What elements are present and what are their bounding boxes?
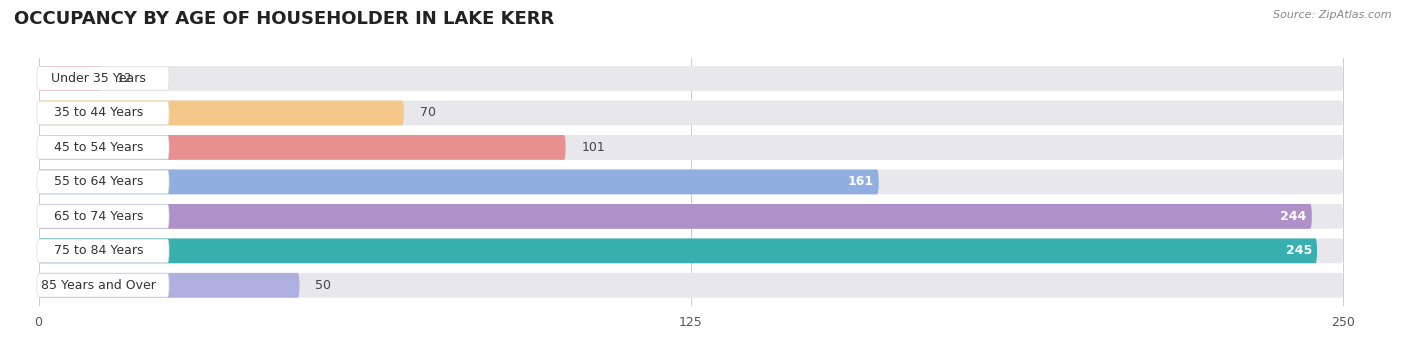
- FancyBboxPatch shape: [37, 170, 169, 193]
- Text: 12: 12: [117, 72, 132, 85]
- FancyBboxPatch shape: [38, 135, 565, 160]
- FancyBboxPatch shape: [38, 204, 1312, 229]
- FancyBboxPatch shape: [38, 238, 1317, 263]
- FancyBboxPatch shape: [38, 135, 1343, 160]
- FancyBboxPatch shape: [38, 273, 1343, 298]
- FancyBboxPatch shape: [37, 67, 169, 90]
- FancyBboxPatch shape: [37, 101, 169, 125]
- Text: 85 Years and Over: 85 Years and Over: [41, 279, 156, 292]
- Text: 50: 50: [315, 279, 332, 292]
- FancyBboxPatch shape: [38, 273, 299, 298]
- FancyBboxPatch shape: [38, 204, 1343, 229]
- FancyBboxPatch shape: [37, 205, 169, 228]
- Text: 244: 244: [1281, 210, 1306, 223]
- Text: 161: 161: [848, 175, 873, 188]
- Text: 70: 70: [419, 106, 436, 119]
- Text: 35 to 44 Years: 35 to 44 Years: [53, 106, 143, 119]
- Text: 55 to 64 Years: 55 to 64 Years: [53, 175, 143, 188]
- FancyBboxPatch shape: [37, 136, 169, 159]
- FancyBboxPatch shape: [37, 274, 169, 297]
- Text: Under 35 Years: Under 35 Years: [51, 72, 146, 85]
- Text: 65 to 74 Years: 65 to 74 Years: [53, 210, 143, 223]
- Text: 45 to 54 Years: 45 to 54 Years: [53, 141, 143, 154]
- FancyBboxPatch shape: [38, 66, 1343, 91]
- Text: OCCUPANCY BY AGE OF HOUSEHOLDER IN LAKE KERR: OCCUPANCY BY AGE OF HOUSEHOLDER IN LAKE …: [14, 10, 554, 28]
- FancyBboxPatch shape: [38, 238, 1343, 263]
- FancyBboxPatch shape: [37, 239, 169, 262]
- FancyBboxPatch shape: [38, 101, 404, 125]
- FancyBboxPatch shape: [38, 170, 1343, 194]
- Text: 101: 101: [581, 141, 605, 154]
- Text: 245: 245: [1285, 244, 1312, 257]
- Text: 75 to 84 Years: 75 to 84 Years: [53, 244, 143, 257]
- FancyBboxPatch shape: [38, 170, 879, 194]
- FancyBboxPatch shape: [38, 101, 1343, 125]
- FancyBboxPatch shape: [38, 66, 101, 91]
- Text: Source: ZipAtlas.com: Source: ZipAtlas.com: [1274, 10, 1392, 20]
